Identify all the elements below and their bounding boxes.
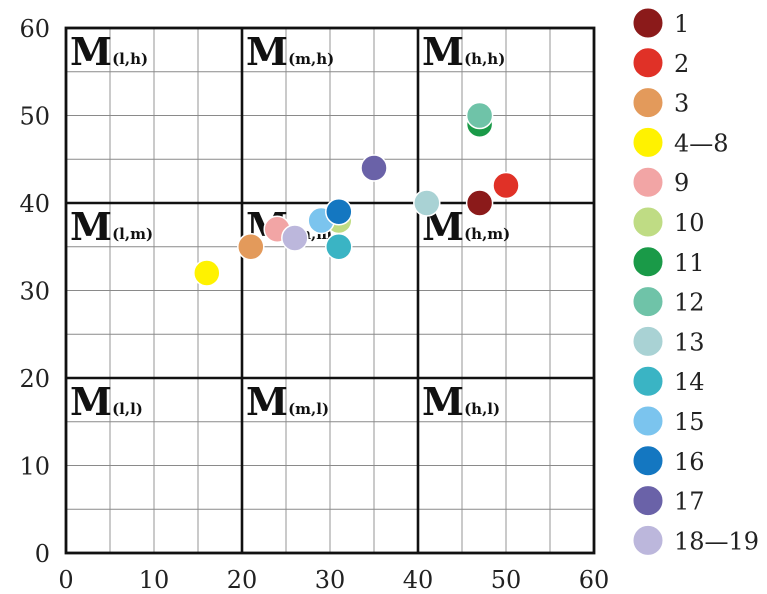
x-axis-ticks: 0 10 20 30 40 50 60 bbox=[58, 566, 609, 594]
legend-label: 3 bbox=[674, 90, 689, 118]
zone-label-main: M bbox=[246, 29, 288, 74]
zone-label: M(l,l) bbox=[70, 379, 143, 424]
zone-label-main: M bbox=[422, 29, 464, 74]
zone-label-sub: (h,h) bbox=[464, 50, 505, 68]
legend-label: 15 bbox=[674, 408, 705, 436]
zone-label-main: M bbox=[70, 29, 112, 74]
zone-label: M(m,l) bbox=[246, 379, 329, 424]
data-points bbox=[193, 101, 520, 287]
legend-label: 4—8 bbox=[674, 129, 729, 157]
y-tick-label: 60 bbox=[19, 15, 50, 43]
data-point-1 bbox=[465, 189, 494, 217]
data-point-13 bbox=[413, 189, 441, 217]
zone-label-sub: (l,h) bbox=[112, 50, 148, 68]
zone-label-main: M bbox=[70, 204, 112, 249]
legend-swatch bbox=[632, 206, 664, 238]
data-point-17 bbox=[360, 154, 388, 182]
zone-label-sub: (m,h) bbox=[288, 50, 334, 68]
legend-swatch bbox=[632, 524, 664, 556]
y-tick-label: 40 bbox=[19, 190, 50, 218]
zone-label-sub: (l,m) bbox=[112, 225, 153, 243]
legend-label: 12 bbox=[674, 289, 705, 317]
legend-swatch bbox=[632, 365, 664, 397]
x-tick-label: 0 bbox=[58, 566, 73, 594]
legend-swatch bbox=[632, 246, 664, 278]
legend-label: 11 bbox=[674, 249, 705, 277]
plot-frame bbox=[64, 26, 596, 555]
grid-lines bbox=[66, 28, 594, 553]
data-point-4-8 bbox=[193, 259, 221, 287]
legend-swatch bbox=[632, 445, 664, 477]
legend-label: 1 bbox=[674, 10, 689, 38]
zone-label: M(h,l) bbox=[422, 379, 500, 424]
y-tick-label: 20 bbox=[19, 365, 50, 393]
data-point-12 bbox=[465, 101, 494, 130]
legend-label: 10 bbox=[674, 209, 705, 237]
zone-label: M(l,h) bbox=[70, 29, 148, 74]
x-tick-label: 20 bbox=[227, 566, 258, 594]
x-tick-label: 50 bbox=[491, 566, 522, 594]
legend-swatch bbox=[632, 405, 664, 437]
zone-label-main: M bbox=[246, 379, 288, 424]
data-point-16 bbox=[325, 198, 353, 226]
zone-label-sub: (l,l) bbox=[112, 400, 143, 418]
legend-label: 18—19 bbox=[674, 527, 759, 555]
data-point-2 bbox=[492, 171, 520, 200]
zone-label-main: M bbox=[422, 379, 464, 424]
zone-label-sub: (h,l) bbox=[464, 400, 500, 418]
legend-swatch bbox=[632, 325, 664, 357]
legend-label: 9 bbox=[674, 169, 689, 197]
legend-label: 17 bbox=[674, 488, 705, 516]
zone-label-main: M bbox=[70, 379, 112, 424]
legend-swatch bbox=[632, 126, 664, 158]
y-tick-label: 0 bbox=[35, 540, 50, 568]
legend-label: 14 bbox=[674, 368, 705, 396]
zone-label-sub: (m,l) bbox=[288, 400, 329, 418]
zone-label: M(h,h) bbox=[422, 29, 505, 74]
x-tick-label: 10 bbox=[139, 566, 170, 594]
legend-swatch bbox=[632, 7, 664, 39]
legend-label: 2 bbox=[674, 50, 689, 78]
legend-swatch bbox=[632, 166, 664, 198]
y-tick-label: 30 bbox=[19, 278, 50, 306]
data-point-18-19 bbox=[281, 224, 309, 252]
zone-label: M(m,h) bbox=[246, 29, 334, 74]
legend-label: 16 bbox=[674, 448, 705, 476]
x-tick-label: 30 bbox=[315, 566, 346, 594]
legend-swatch bbox=[632, 286, 664, 318]
data-point-14 bbox=[325, 233, 353, 261]
y-tick-label: 10 bbox=[19, 453, 50, 481]
y-tick-label: 50 bbox=[19, 103, 50, 131]
x-tick-label: 40 bbox=[403, 566, 434, 594]
x-tick-label: 60 bbox=[579, 566, 610, 594]
zone-label-sub: (h,m) bbox=[464, 225, 510, 243]
legend-swatch bbox=[632, 485, 664, 517]
data-point-3 bbox=[237, 233, 265, 261]
legend-swatch bbox=[632, 47, 664, 79]
legend-label: 13 bbox=[674, 328, 705, 356]
legend-swatch bbox=[632, 87, 664, 119]
y-axis-ticks: 0 10 20 30 40 50 60 bbox=[19, 15, 50, 568]
zone-label: M(l,m) bbox=[70, 204, 153, 249]
